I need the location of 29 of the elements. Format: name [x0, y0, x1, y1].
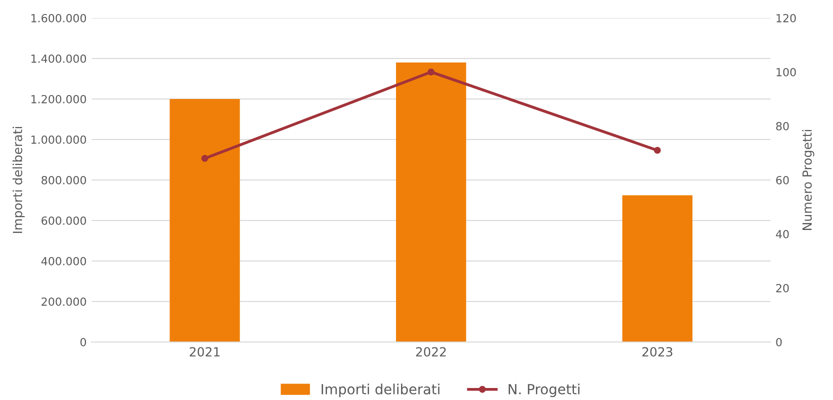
- point: [654, 146, 661, 154]
- bar: [396, 62, 466, 342]
- y-tick-label: 0: [80, 338, 86, 346]
- bar: [170, 99, 240, 342]
- y2-axis-title: Numero Progetti: [802, 130, 814, 230]
- y2-tick-label: 0: [776, 338, 782, 346]
- point: [428, 68, 435, 76]
- y-tick-label: 400.000: [41, 256, 86, 266]
- y2-tick-label: 60: [776, 176, 789, 184]
- y-tick-label: 1.200.000: [31, 94, 86, 104]
- x-tick-label: 2021: [190, 347, 220, 357]
- y2-tick-label: 20: [776, 284, 789, 292]
- y2-tick-label: 100: [776, 68, 796, 76]
- y2-tick-label: 120: [776, 14, 796, 22]
- y-tick-label: 200.000: [42, 297, 86, 306]
- y2-tick-label: 40: [776, 230, 789, 238]
- y-tick-label: 600.000: [42, 216, 86, 225]
- y2-tick-label: 80: [776, 122, 789, 130]
- x-tick-label: 2023: [642, 347, 672, 357]
- y-tick-label: 800.000: [42, 176, 86, 184]
- legend-label: Importi deliberati: [322, 384, 440, 398]
- y-axis-title: Importi deliberati: [12, 127, 25, 233]
- y-tick-label: 1.600.000: [31, 14, 86, 22]
- bar: [622, 195, 692, 342]
- point: [201, 154, 208, 162]
- y-tick-label: 1.000.000: [31, 135, 86, 144]
- x-tick-label: 2022: [416, 347, 446, 357]
- legend-label: N. Progetti: [508, 384, 580, 398]
- y-tick-label: 1.400.000: [31, 54, 86, 63]
